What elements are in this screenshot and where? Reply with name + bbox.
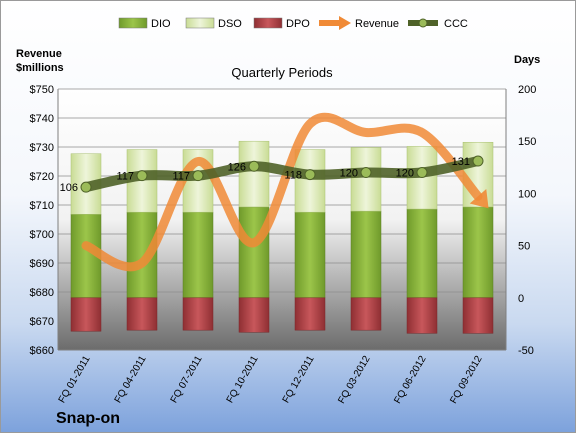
dio-bar [462,206,494,299]
legend-swatch [118,17,148,29]
ccc-marker [416,167,428,179]
category-label: FQ 09-2012 [448,354,484,406]
ccc-marker [192,170,204,182]
plot-area [58,89,506,350]
legend-label: Revenue [355,18,399,30]
ccc-marker [472,155,484,167]
dio-bar [294,211,326,299]
left-axis-title-line2: $millions [16,62,64,74]
dpo-bar [182,297,214,331]
left-tick-label: $720 [30,171,54,183]
category-label: FQ 10-2011 [225,354,261,405]
legend-label: DPO [286,18,310,30]
legend-item-dpo: DPO [253,17,310,30]
legend-arrow [339,16,351,30]
legend-item-revenue: Revenue [319,16,399,30]
legend-swatch [253,17,283,29]
left-tick-label: $680 [30,287,54,299]
left-axis-title-line1: Revenue [16,48,62,60]
legend-label: DSO [218,18,242,30]
left-tick-label: $670 [30,316,54,328]
ccc-data-label: 117 [116,171,134,183]
right-tick-label: 100 [518,188,536,200]
ccc-marker [304,169,316,181]
ccc-marker [360,167,372,179]
ccc-marker [248,160,260,172]
dio-bar [350,210,382,299]
right-tick-label: 0 [518,293,524,305]
dpo-bar [350,297,382,331]
legend-item-ccc: CCC [408,18,468,30]
category-label: FQ 07-2011 [169,354,205,405]
ccc-data-label: 131 [452,156,470,168]
legend-marker [418,18,428,28]
legend-label: DIO [151,18,171,30]
ccc-data-label: 118 [284,170,302,182]
ccc-data-label: 120 [340,168,358,180]
right-tick-label: -50 [518,345,534,357]
dso-bar [238,140,270,208]
right-tick-label: 50 [518,241,530,253]
category-label: FQ 01-2011 [57,354,93,405]
dpo-bar [238,297,270,333]
left-tick-label: $730 [30,142,54,154]
legend: DIO DSO DPO Revenue CCC [118,16,468,30]
legend-swatch [185,17,215,29]
lines [80,112,489,272]
dpo-bar [294,297,326,331]
right-axis-title: Days [514,54,540,66]
dio-bar [238,206,270,299]
category-label: FQ 03-2012 [336,354,372,406]
ccc-data-label: 126 [228,161,246,173]
right-tick-label: 150 [518,136,536,148]
dpo-bar [406,297,438,334]
revenue-arrowhead [469,189,489,209]
dpo-bar [126,297,158,331]
category-label: FQ 04-2011 [113,354,149,405]
left-tick-label: $740 [30,113,54,125]
right-tick-label: 200 [518,84,536,96]
data-labels: 106 117 117 126 118 120 120 131 [60,156,470,194]
dpo-bar [462,297,494,334]
ccc-marker [80,181,92,193]
dso-bar [350,147,382,212]
revenue-line [81,112,483,272]
ccc-data-label: 117 [172,171,190,183]
dso-bar [294,149,326,213]
dpo-bar [70,297,102,332]
left-tick-label: $710 [30,200,54,212]
category-label: FQ 06-2012 [392,354,428,406]
left-tick-label: $700 [30,229,54,241]
ccc-data-label: 106 [60,182,78,194]
dio-bar [182,211,214,299]
legend-item-dso: DSO [185,17,242,30]
category-label: FQ 12-2011 [281,354,317,405]
ccc-data-label: 120 [396,168,414,180]
company-name: Snap-on [56,410,120,427]
left-tick-label: $660 [30,345,54,357]
chart-title: Quarterly Periods [231,65,333,80]
dio-bar [406,208,438,299]
ccc-marker [136,170,148,182]
legend-item-dio: DIO [118,17,171,30]
left-tick-label: $750 [30,84,54,96]
left-tick-label: $690 [30,258,54,270]
legend-label: CCC [444,18,468,30]
